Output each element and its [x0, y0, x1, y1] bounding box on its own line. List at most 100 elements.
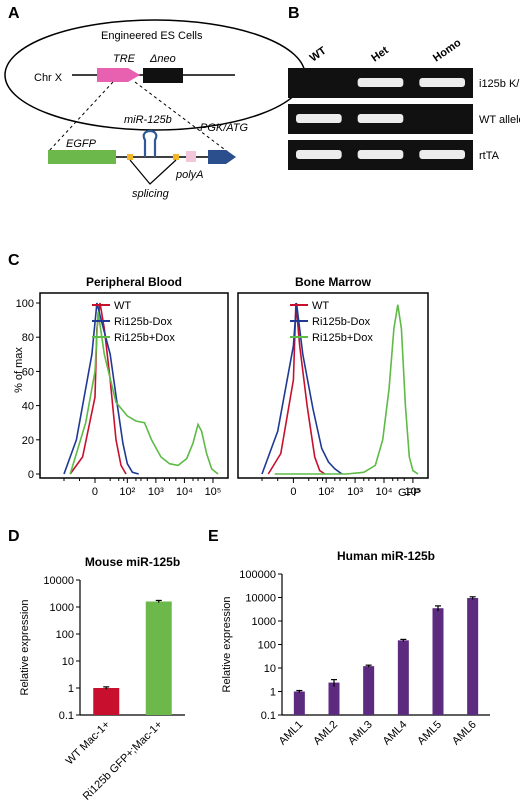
category-label: AML6	[450, 719, 479, 748]
y-tick-label: 1000	[50, 602, 74, 614]
bar-chart-title: Mouse miR-125b	[85, 555, 180, 569]
y-tick-label: 1	[68, 683, 74, 695]
panel-label-b: B	[288, 5, 300, 22]
polya-label: polyA	[175, 169, 204, 181]
bar-aml2	[328, 682, 340, 715]
x-tick-label: 10²	[318, 486, 334, 498]
panel-b: B WT Het Homo i125b K/I allele WT allele rtT…	[288, 5, 520, 170]
c-xlabel: GFP	[398, 487, 421, 499]
bar-aml5	[432, 608, 444, 715]
gel-lane-label: Homo	[431, 37, 464, 65]
histogram-series-wt	[69, 302, 127, 475]
legend-label: Ri125b+Dox	[312, 332, 373, 344]
gel-band	[419, 150, 465, 159]
y-tick-label: 100000	[239, 569, 276, 581]
y-tick-label: 10	[264, 663, 276, 675]
gel-lane-label: Het	[369, 44, 391, 64]
pgk-label: PGK/ATG	[200, 122, 249, 134]
histogram-title: Bone Marrow	[295, 275, 372, 289]
histogram-series-ri125b-dox	[261, 302, 343, 475]
legend-label: Ri125b-Dox	[312, 316, 371, 328]
gel-band	[296, 150, 342, 159]
zoom-line-left	[47, 81, 114, 153]
y-tick-label: 100	[16, 298, 34, 310]
panel-label-a: A	[8, 5, 20, 22]
y-tick-label: 10000	[245, 593, 276, 605]
x-tick-label: 0	[290, 486, 296, 498]
x-tick-label: 10³	[347, 486, 363, 498]
y-tick-label: 20	[22, 435, 34, 447]
splice-site-right-icon	[173, 154, 179, 160]
y-tick-label: 0.1	[261, 710, 276, 722]
gel-band	[357, 78, 404, 87]
bar-wt-mac-1-	[93, 688, 120, 715]
y-tick-label: 1000	[252, 616, 276, 628]
splicing-label: splicing	[132, 188, 170, 200]
tre-label: TRE	[113, 53, 136, 65]
panel-label-e: E	[208, 528, 219, 545]
es-cell-title: Engineered ES Cells	[101, 30, 203, 42]
gel-row-label: WT allele	[479, 114, 520, 126]
bar-chart-ylabel: Relative expression	[221, 597, 233, 693]
category-label: AML1	[277, 719, 306, 748]
category-label: AML5	[415, 719, 444, 748]
histogram-series-ri125b-dox	[63, 302, 139, 475]
egfp-label: EGFP	[66, 138, 97, 150]
histogram-series-ri125b-dox	[274, 304, 419, 475]
x-tick-label: 10⁴	[376, 486, 393, 498]
chromosome-label: Chr X	[34, 72, 63, 84]
bar-aml3	[363, 666, 375, 715]
gel-row-label: i125b K/I allele	[479, 78, 520, 90]
y-tick-label: 0	[28, 469, 34, 481]
gel-band	[296, 114, 342, 123]
panel-d: D Mouse miR-125b Relative expression 1000 0…	[8, 528, 185, 801]
bar-aml1	[293, 691, 305, 715]
legend-label: WT	[114, 300, 131, 312]
legend-label: WT	[312, 300, 329, 312]
panel-label-d: D	[8, 528, 20, 545]
y-tick-label: 0.1	[59, 710, 74, 722]
gel-band	[419, 78, 465, 87]
histogram-series-wt	[267, 302, 326, 475]
y-tick-label: 1	[270, 687, 276, 699]
x-tick-label: 10³	[148, 486, 164, 498]
mir-label: miR-125b	[124, 114, 172, 126]
category-label: WT Mac-1+	[64, 719, 113, 768]
bar-chart-title: Human miR-125b	[337, 549, 435, 563]
polya-box	[186, 151, 196, 162]
splice-site-left-icon	[127, 154, 133, 160]
category-label: AML4	[381, 719, 410, 748]
histogram-frame	[237, 292, 429, 479]
gel-row-label: rtTA	[479, 150, 500, 162]
y-tick-label: 100	[258, 640, 276, 652]
mir-hairpin-icon	[142, 129, 158, 157]
bar-aml4	[397, 640, 409, 715]
egfp-box	[48, 150, 116, 164]
x-tick-label: 10²	[119, 486, 135, 498]
bar-aml6	[467, 598, 479, 715]
neo-box	[143, 68, 183, 83]
legend-label: Ri125b-Dox	[114, 316, 173, 328]
x-tick-label: 10⁵	[405, 486, 422, 498]
legend-label: Ri125b+Dox	[114, 332, 175, 344]
gel-lane-label: WT	[308, 45, 329, 65]
category-label: AML2	[311, 719, 340, 748]
y-tick-label: 80	[22, 332, 34, 344]
bar-chart-ylabel: Relative expression	[19, 600, 31, 696]
panel-a: A Engineered ES Cells Chr X TRE Δneo EGF…	[4, 5, 306, 200]
y-tick-label: 100	[56, 629, 74, 641]
y-tick-label: 60	[22, 366, 34, 378]
x-tick-label: 0	[92, 486, 98, 498]
category-label: AML3	[346, 719, 375, 748]
x-tick-label: 10⁵	[205, 486, 222, 498]
tre-arrow-icon	[97, 68, 140, 82]
gel-band	[357, 150, 404, 159]
splicing-junction	[129, 159, 177, 185]
c-ylabel: % of max	[13, 347, 25, 393]
x-tick-label: 10⁴	[176, 486, 193, 498]
histogram-title: Peripheral Blood	[86, 275, 182, 289]
gel-band	[357, 114, 404, 123]
histogram-series-ri125b-dox	[69, 311, 219, 475]
